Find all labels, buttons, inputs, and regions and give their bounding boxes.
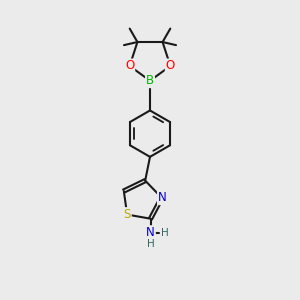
Text: B: B: [146, 74, 154, 87]
Text: O: O: [125, 59, 134, 73]
Text: H: H: [161, 228, 169, 238]
Text: S: S: [124, 208, 131, 221]
Text: O: O: [166, 59, 175, 73]
Text: N: N: [158, 191, 167, 204]
Text: N: N: [146, 226, 155, 239]
Text: H: H: [147, 239, 154, 249]
